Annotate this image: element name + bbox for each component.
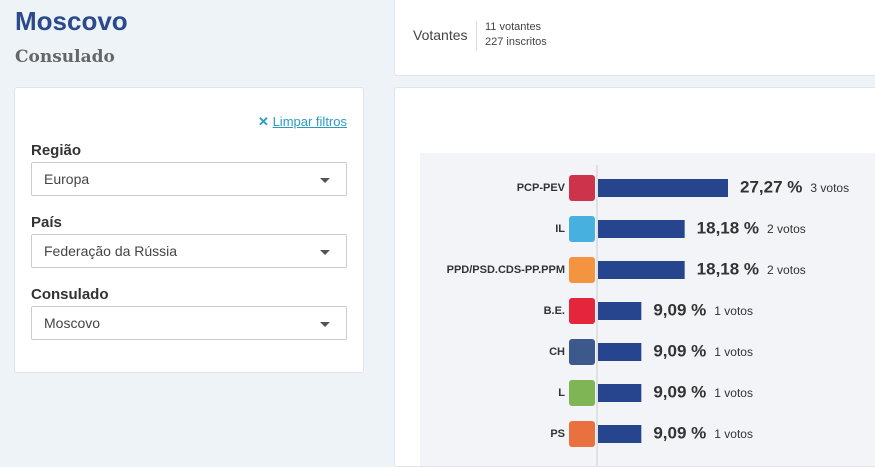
subtitle: Consulado xyxy=(15,47,115,67)
party-logo xyxy=(569,175,595,201)
party-label: IL xyxy=(555,223,565,235)
bar xyxy=(598,343,642,361)
party-logo xyxy=(569,380,595,406)
bar xyxy=(598,220,685,238)
party-label: CH xyxy=(549,346,565,358)
clear-filters[interactable]: ✕ Limpar filtros xyxy=(258,114,347,129)
select-value: Europa xyxy=(44,171,90,187)
party-label: L xyxy=(558,387,565,399)
party-label: PS xyxy=(550,428,565,440)
clear-filters-text[interactable]: Limpar filtros xyxy=(272,114,347,129)
party-logo xyxy=(569,216,595,242)
percent-label: 18,18 % xyxy=(697,259,759,278)
votes-label: 1 votos xyxy=(714,427,753,441)
bar xyxy=(598,261,685,279)
bar xyxy=(598,302,642,320)
votes-label: 1 votos xyxy=(714,386,753,400)
party-label: PPD/PSD.CDS-PP.PPM xyxy=(447,264,565,276)
filter-card: ✕ Limpar filtros Região Europa País Fede… xyxy=(14,87,364,373)
select[interactable]: Europa xyxy=(31,162,347,196)
party-logo xyxy=(569,257,595,283)
party-label: PCP-PEV xyxy=(517,182,566,194)
field-label: País xyxy=(31,214,62,231)
percent-label: 9,09 % xyxy=(653,423,706,442)
results-card: PCP-PEV 27,27 % 3 votos IL 18,18 % 2 votos PPD… xyxy=(394,87,875,467)
voters: 11 votantes xyxy=(485,21,542,33)
select-value: Moscovo xyxy=(44,315,101,331)
votes-label: 1 votos xyxy=(714,345,753,359)
title: Moscovo xyxy=(15,6,128,36)
select[interactable]: Federação da Rússia xyxy=(31,234,347,268)
bar xyxy=(598,425,642,443)
party-logo xyxy=(569,298,595,324)
percent-label: 9,09 % xyxy=(653,382,706,401)
party-logo xyxy=(569,421,595,447)
percent-label: 9,09 % xyxy=(653,300,706,319)
percent-label: 9,09 % xyxy=(653,341,706,360)
votes-label: 3 votos xyxy=(810,181,849,195)
percent-label: 18,18 % xyxy=(697,218,759,237)
chart: PCP-PEV 27,27 % 3 votos IL 18,18 % 2 votos PPD… xyxy=(420,153,875,466)
registered: 227 inscritos xyxy=(485,36,547,48)
field-label: Região xyxy=(31,142,82,159)
summary-card: Votantes 11 votantes 227 inscritos xyxy=(394,0,875,76)
select-value: Federação da Rússia xyxy=(44,243,178,259)
party-logo xyxy=(569,339,595,365)
votes-label: 2 votos xyxy=(767,263,806,277)
field-label: Consulado xyxy=(31,286,109,303)
page: Moscovo Consulado ✕ Limpar filtros Regiã… xyxy=(14,0,875,467)
votes-label: 2 votos xyxy=(767,222,806,236)
select[interactable]: Moscovo xyxy=(31,306,347,340)
percent-label: 27,27 % xyxy=(740,177,802,196)
bar xyxy=(598,179,728,197)
party-label: B.E. xyxy=(544,305,565,317)
votes-label: 1 votos xyxy=(714,304,753,318)
summary-label: Votantes xyxy=(413,27,468,43)
bar xyxy=(598,384,642,402)
